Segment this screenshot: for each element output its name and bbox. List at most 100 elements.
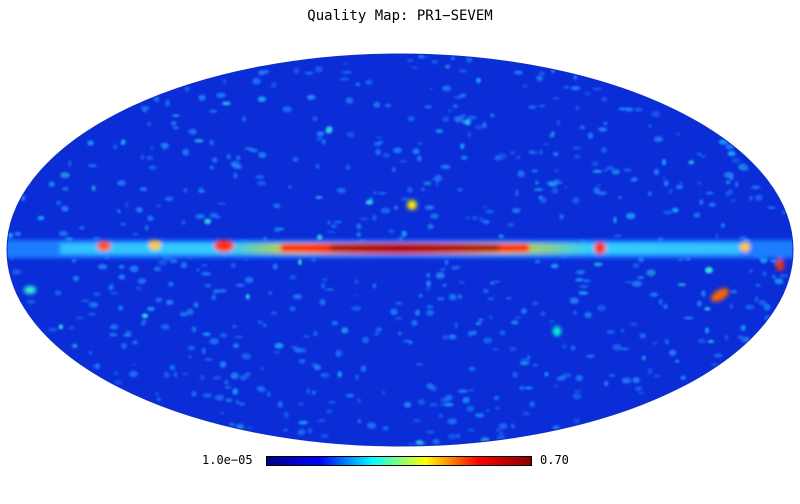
noise-blob — [132, 340, 139, 345]
noise-blob — [468, 366, 476, 371]
noise-blob — [572, 197, 580, 204]
noise-blob — [198, 94, 206, 101]
noise-blob — [618, 107, 628, 111]
noise-blob — [519, 362, 530, 366]
noise-blob — [529, 151, 538, 155]
noise-blob — [132, 232, 139, 236]
noise-blob — [244, 276, 254, 284]
noise-blob — [315, 196, 323, 199]
noise-blob — [511, 207, 521, 214]
noise-blob — [498, 431, 504, 436]
noise-blob — [92, 236, 101, 241]
noise-blob — [492, 347, 499, 351]
noise-blob — [256, 180, 267, 186]
noise-blob — [495, 407, 500, 410]
noise-blob — [316, 135, 323, 142]
noise-blob — [458, 294, 462, 300]
noise-blob — [512, 371, 518, 379]
noise-blob — [357, 418, 361, 424]
noise-blob — [569, 297, 579, 304]
noise-blob — [400, 196, 410, 202]
noise-blob — [187, 345, 196, 351]
noise-blob — [715, 233, 719, 239]
noise-blob — [217, 289, 227, 293]
noise-blob — [272, 263, 278, 270]
noise-blob — [53, 328, 58, 331]
noise-blob — [170, 257, 178, 262]
noise-blob — [707, 340, 715, 343]
noise-blob — [234, 336, 244, 339]
noise-blob — [260, 366, 264, 372]
noise-blob — [79, 226, 85, 230]
noise-blob — [326, 230, 336, 233]
noise-blob — [584, 311, 592, 319]
noise-blob — [315, 163, 320, 170]
noise-blob — [158, 259, 168, 266]
noise-blob — [220, 411, 225, 415]
noise-blob — [417, 399, 426, 405]
noise-blob — [125, 331, 132, 334]
noise-blob — [169, 260, 179, 263]
noise-blob — [675, 184, 684, 190]
noise-blob — [424, 205, 435, 210]
noise-blob — [186, 130, 197, 133]
noise-blob — [774, 278, 784, 285]
noise-blob — [551, 187, 559, 194]
noise-blob — [740, 324, 746, 332]
noise-blob — [91, 185, 96, 192]
noise-blob — [447, 418, 457, 425]
noise-blob — [632, 263, 640, 268]
noise-blob — [270, 82, 277, 89]
noise-blob — [485, 409, 491, 412]
noise-blob — [748, 269, 753, 273]
noise-blob — [573, 418, 581, 424]
noise-blob — [608, 374, 616, 377]
noise-blob — [468, 330, 474, 337]
noise-blob — [244, 147, 254, 150]
noise-blob — [345, 97, 354, 104]
noise-blob — [677, 283, 687, 286]
noise-blob — [620, 328, 625, 333]
noise-blob — [373, 141, 382, 147]
noise-blob — [293, 68, 300, 74]
noise-blob — [201, 271, 212, 276]
noise-blob — [721, 222, 725, 228]
noise-blob — [327, 221, 331, 225]
noise-blob — [47, 327, 56, 332]
noise-blob — [550, 263, 559, 269]
noise-blob — [556, 119, 561, 126]
noise-blob — [222, 101, 231, 106]
noise-blob — [375, 327, 383, 332]
noise-blob — [294, 347, 304, 353]
noise-blob — [578, 285, 589, 289]
noise-blob — [407, 58, 414, 63]
noise-blob — [109, 324, 119, 330]
noise-blob — [442, 283, 447, 287]
noise-blob — [263, 69, 270, 74]
noise-blob — [321, 278, 328, 282]
noise-blob — [623, 168, 632, 173]
noise-blob — [734, 181, 739, 188]
noise-blob — [416, 440, 426, 446]
noise-blob — [519, 385, 525, 391]
noise-blob — [579, 125, 586, 130]
noise-blob — [728, 188, 733, 196]
noise-blob — [536, 75, 544, 82]
noise-blob — [337, 371, 343, 378]
noise-blob — [441, 85, 452, 92]
noise-blob — [302, 348, 307, 353]
noise-blob — [267, 391, 271, 398]
noise-blob — [429, 87, 433, 91]
noise-blob — [135, 207, 143, 213]
noise-blob — [592, 169, 603, 173]
noise-blob — [356, 397, 361, 404]
noise-blob — [751, 185, 761, 190]
noise-blob — [245, 372, 251, 377]
noise-blob — [87, 312, 97, 316]
noise-blob — [109, 333, 118, 337]
noise-blob — [12, 268, 22, 276]
noise-blob — [232, 388, 238, 395]
noise-blob — [135, 286, 143, 291]
noise-blob — [514, 316, 522, 319]
noise-blob — [89, 351, 93, 355]
